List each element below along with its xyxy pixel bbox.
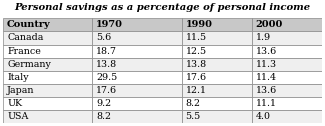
Text: Japan: Japan: [7, 86, 34, 95]
Text: Italy: Italy: [7, 73, 29, 82]
Text: 13.6: 13.6: [255, 47, 277, 56]
Bar: [92, 97, 182, 110]
Bar: [3, 45, 92, 58]
Text: France: France: [7, 47, 41, 56]
Bar: [182, 18, 252, 31]
Text: 29.5: 29.5: [96, 73, 118, 82]
Text: 17.6: 17.6: [96, 86, 117, 95]
Bar: [252, 84, 322, 97]
Bar: [252, 45, 322, 58]
Bar: [252, 18, 322, 31]
Bar: [182, 97, 252, 110]
Bar: [252, 31, 322, 45]
Text: 1.9: 1.9: [255, 34, 271, 42]
Text: 18.7: 18.7: [96, 47, 117, 56]
Bar: [92, 84, 182, 97]
Text: Germany: Germany: [7, 60, 51, 69]
Bar: [92, 18, 182, 31]
Bar: [3, 97, 92, 110]
Text: 1990: 1990: [186, 20, 213, 29]
Text: 12.1: 12.1: [186, 86, 206, 95]
Text: 12.5: 12.5: [186, 47, 207, 56]
Bar: [3, 58, 92, 71]
Bar: [252, 97, 322, 110]
Text: 5.6: 5.6: [96, 34, 111, 42]
Text: 1970: 1970: [96, 20, 123, 29]
Bar: [182, 110, 252, 123]
Bar: [92, 45, 182, 58]
Bar: [252, 110, 322, 123]
Text: 5.5: 5.5: [186, 112, 201, 121]
Text: 17.6: 17.6: [186, 73, 207, 82]
Text: 11.1: 11.1: [255, 99, 277, 108]
Text: 13.6: 13.6: [255, 86, 277, 95]
Text: 9.2: 9.2: [96, 99, 111, 108]
Bar: [92, 110, 182, 123]
Bar: [3, 31, 92, 45]
Bar: [3, 84, 92, 97]
Bar: [92, 31, 182, 45]
Text: Canada: Canada: [7, 34, 44, 42]
Text: USA: USA: [7, 112, 29, 121]
Bar: [92, 71, 182, 84]
Bar: [182, 31, 252, 45]
Bar: [252, 58, 322, 71]
Bar: [3, 18, 92, 31]
Bar: [182, 84, 252, 97]
Text: 8.2: 8.2: [186, 99, 201, 108]
Text: 13.8: 13.8: [96, 60, 117, 69]
Text: 11.3: 11.3: [255, 60, 277, 69]
Text: 2000: 2000: [255, 20, 283, 29]
Text: Personal savings as a percentage of personal income: Personal savings as a percentage of pers…: [14, 3, 311, 12]
Text: 11.5: 11.5: [186, 34, 207, 42]
Bar: [3, 71, 92, 84]
Bar: [3, 110, 92, 123]
Bar: [252, 71, 322, 84]
Bar: [182, 58, 252, 71]
Text: Country: Country: [7, 20, 51, 29]
Text: 13.8: 13.8: [186, 60, 207, 69]
Text: 4.0: 4.0: [255, 112, 270, 121]
Text: 11.4: 11.4: [255, 73, 277, 82]
Text: 8.2: 8.2: [96, 112, 111, 121]
Bar: [182, 45, 252, 58]
Bar: [92, 58, 182, 71]
Bar: [182, 71, 252, 84]
Text: UK: UK: [7, 99, 22, 108]
